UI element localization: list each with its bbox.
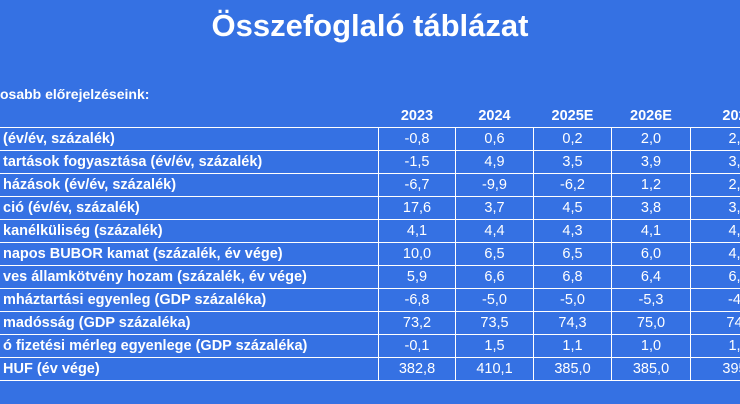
row-label: tartások fogyasztása (év/év, százalék) — [0, 150, 379, 174]
cell-value: 3, — [690, 196, 740, 220]
cell-value: -0,1 — [378, 334, 456, 358]
table-row: mháztartási egyenleg (GDP százaléka) -6,8… — [0, 288, 740, 312]
cell-value: 410,1 — [455, 357, 534, 381]
cell-value: 6, — [690, 265, 740, 289]
table-row: ció (év/év, százalék) 17,6 3,7 4,5 3,8 3, — [0, 196, 740, 220]
cell-value: 73,2 — [378, 311, 456, 335]
table-row: ó fizetési mérleg egyenlege (GDP százalé… — [0, 334, 740, 358]
cell-value: 6,8 — [533, 265, 612, 289]
cell-value: -6,2 — [533, 173, 612, 197]
cell-value: 4,5 — [533, 196, 612, 220]
row-label: házások (év/év, százalék) — [0, 173, 379, 197]
row-label: madósság (GDP százaléka) — [0, 311, 379, 335]
row-label: HUF (év vége) — [0, 357, 379, 381]
forecast-table: 202320242025E2026E202(év/év, százalék)-0… — [0, 105, 740, 381]
cell-value: 0,2 — [533, 127, 612, 151]
title: Összefoglaló táblázat — [211, 8, 529, 43]
cell-value: 10,0 — [378, 242, 456, 266]
cell-value: -9,9 — [455, 173, 534, 197]
cell-value: -6,8 — [378, 288, 456, 312]
cell-value: -5,3 — [611, 288, 691, 312]
table-row: (év/év, százalék) -0,8 0,6 0,2 2,0 2, — [0, 127, 740, 151]
cell-value: 0,6 — [455, 127, 534, 151]
row-label: ó fizetési mérleg egyenlege (GDP százalé… — [0, 334, 379, 358]
cell-value: 4,3 — [533, 219, 612, 243]
cell-value: 4, — [690, 219, 740, 243]
cell-value: 3,8 — [611, 196, 691, 220]
cell-value: 6,0 — [611, 242, 691, 266]
cell-value: -1,5 — [378, 150, 456, 174]
column-header: 2024 — [455, 105, 534, 128]
cell-value: 73,5 — [455, 311, 534, 335]
cell-value: -5,0 — [455, 288, 534, 312]
column-header: 2025E — [533, 105, 612, 128]
cell-value: 4,9 — [455, 150, 534, 174]
table-row: házások (év/év, százalék) -6,7 -9,9 -6,2 1,2… — [0, 173, 740, 197]
cell-value: 6,4 — [611, 265, 691, 289]
cell-value: 395 — [690, 357, 740, 381]
table-row: kanélküliség (százalék) 4,1 4,4 4,3 4,1 4, — [0, 219, 740, 243]
cell-value: -0,8 — [378, 127, 456, 151]
row-label: ves államkötvény hozam (százalék, év vég… — [0, 265, 379, 289]
table-row: napos BUBOR kamat (százalék, év vége) 10,… — [0, 242, 740, 266]
cell-value: 5,9 — [378, 265, 456, 289]
cell-value: 3,7 — [455, 196, 534, 220]
row-label: napos BUBOR kamat (százalék, év vége) — [0, 242, 379, 266]
row-label: mháztartási egyenleg (GDP százaléka) — [0, 288, 379, 312]
cell-value: 3,5 — [533, 150, 612, 174]
cell-value: 4,1 — [611, 219, 691, 243]
subtitle: osabb előrejelzéseink: — [0, 86, 150, 102]
table-row: tartások fogyasztása (év/év, százalék) -1… — [0, 150, 740, 174]
cell-value: 3, — [690, 150, 740, 174]
cell-value: 6,5 — [455, 242, 534, 266]
cell-value: 6,6 — [455, 265, 534, 289]
table-row: madósság (GDP százaléka) 73,2 73,5 74,3 75,0… — [0, 311, 740, 335]
cell-value: 2, — [690, 127, 740, 151]
row-label: ció (év/év, százalék) — [0, 196, 379, 220]
cell-value: 4,1 — [378, 219, 456, 243]
cell-value: 74,3 — [533, 311, 612, 335]
cell-value: 3,9 — [611, 150, 691, 174]
cell-value: 2,0 — [611, 127, 691, 151]
header-row: 202320242025E2026E202 — [0, 105, 740, 128]
cell-value: 1,0 — [611, 334, 691, 358]
header-label — [0, 105, 379, 128]
cell-value: 4, — [690, 242, 740, 266]
cell-value: 2, — [690, 173, 740, 197]
row-label: (év/év, százalék) — [0, 127, 379, 151]
cell-value: 74 — [690, 311, 740, 335]
cell-value: 382,8 — [378, 357, 456, 381]
cell-value: -5,0 — [533, 288, 612, 312]
cell-value: 1,2 — [611, 173, 691, 197]
row-label: kanélküliség (százalék) — [0, 219, 379, 243]
table-row: ves államkötvény hozam (százalék, év vég… — [0, 265, 740, 289]
cell-value: -4 — [690, 288, 740, 312]
column-header: 2023 — [378, 105, 456, 128]
cell-value: 4,4 — [455, 219, 534, 243]
cell-value: 385,0 — [611, 357, 691, 381]
column-header: 2026E — [611, 105, 691, 128]
cell-value: 1, — [690, 334, 740, 358]
cell-value: 385,0 — [533, 357, 612, 381]
cell-value: 1,5 — [455, 334, 534, 358]
column-header: 202 — [690, 105, 740, 128]
cell-value: -6,7 — [378, 173, 456, 197]
cell-value: 6,5 — [533, 242, 612, 266]
cell-value: 17,6 — [378, 196, 456, 220]
cell-value: 1,1 — [533, 334, 612, 358]
table-wrap: 202320242025E2026E202(év/év, százalék)-0… — [0, 105, 740, 381]
cell-value: 75,0 — [611, 311, 691, 335]
